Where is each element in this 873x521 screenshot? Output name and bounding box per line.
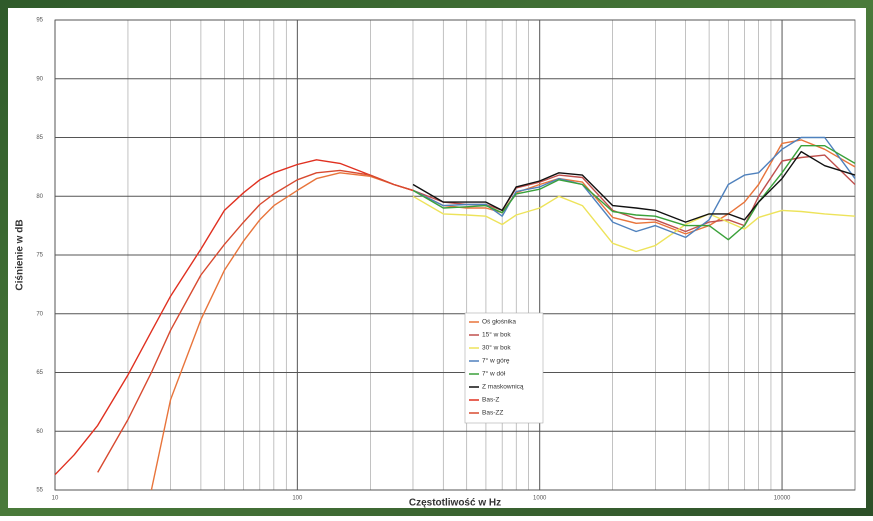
x-tick-label: 10000 [774, 496, 791, 502]
chart: Ciśnienie w dB Częstotliwość w Hz 10 100 1… [0, 0, 873, 516]
legend-label: 7° w górę [482, 357, 510, 365]
legend-label: Oś głośnika [482, 319, 516, 326]
x-tick-label: 1000 [533, 496, 547, 502]
y-tick-label: 55 [36, 488, 43, 494]
legend-label: 15° w bok [482, 331, 511, 339]
y-tick-label: 70 [36, 311, 43, 317]
y-tick-label: 90 [36, 76, 43, 82]
y-tick-label: 85 [36, 135, 43, 141]
legend-box [465, 313, 543, 423]
y-tick-label: 95 [36, 18, 43, 24]
x-axis-title: Częstotliwość w Hz [409, 498, 501, 509]
y-tick-label: 75 [36, 253, 43, 259]
legend-label: Z maskownicą [482, 384, 524, 391]
x-tick-label: 100 [292, 496, 303, 502]
legend-label: 30° w bok [482, 344, 511, 352]
y-tick-label: 65 [36, 370, 43, 376]
y-tick-label: 80 [36, 194, 43, 200]
legend-label: 7° w dół [482, 370, 506, 378]
x-tick-label: 10 [52, 496, 59, 502]
legend-label: Bas-ZZ [482, 410, 503, 417]
plot-background [8, 8, 866, 508]
legend-label: Bas-Z [482, 397, 499, 404]
y-axis-title: Ciśnienie w dB [15, 219, 26, 290]
y-tick-label: 60 [36, 429, 43, 435]
